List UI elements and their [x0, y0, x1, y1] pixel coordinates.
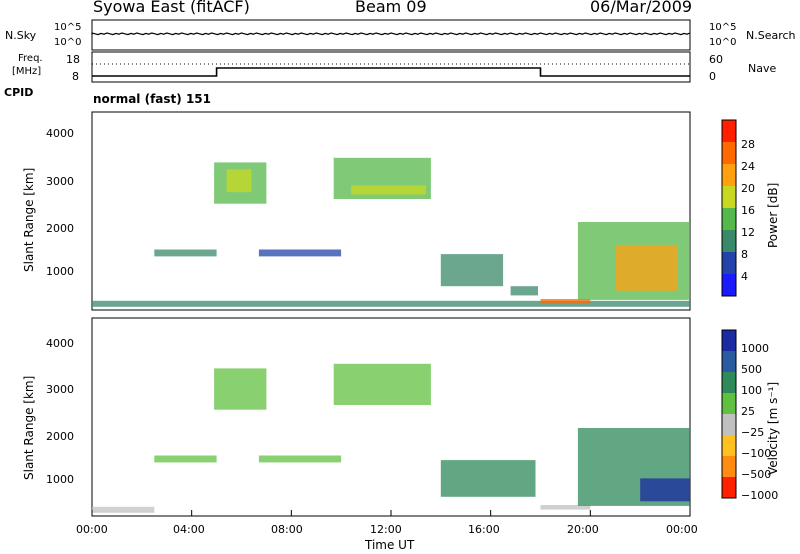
- power-cbar-tick-2: 20: [741, 182, 755, 195]
- velocity-cbar-tick-3: 25: [741, 405, 755, 418]
- power-data-region: [226, 169, 252, 193]
- velocity-colorbar-cell: [722, 435, 736, 456]
- velocity-ytick-3000: 3000: [46, 383, 74, 396]
- nsky-trace: [91, 32, 691, 36]
- velocity-colorbar-frame: [721, 329, 737, 499]
- velocity-data-region: [154, 455, 217, 463]
- power-colorbar-cell: [722, 274, 736, 296]
- power-colorbar-cell: [722, 120, 736, 142]
- nsky-panel-frame: [91, 19, 691, 51]
- nsearch-label: N.Search: [746, 29, 796, 42]
- power-colorbar-cell: [722, 186, 736, 208]
- nsearch-tick-bottom: 10^0: [709, 37, 737, 48]
- velocity-data-region: [540, 505, 591, 510]
- velocity-cbar-tick-7: −1000: [741, 489, 779, 502]
- date-title: 06/Mar/2009: [590, 0, 693, 16]
- velocity-colorbar-cell: [722, 372, 736, 393]
- velocity-data-region: [333, 363, 431, 405]
- station-title: Syowa East (fitACF): [93, 0, 250, 16]
- xtick-0: 00:00: [76, 523, 108, 536]
- freq-unit-label: [MHz]: [12, 66, 42, 77]
- power-ytick-2000: 2000: [46, 222, 74, 235]
- velocity-ytick-4000: 4000: [46, 337, 74, 350]
- velocity-colorbar-cell: [722, 477, 736, 498]
- velocity-data-region: [92, 506, 155, 513]
- velocity-data-region: [640, 478, 690, 502]
- velocity-cbar-tick-0: 1000: [741, 342, 769, 355]
- velocity-colorbar-cell: [722, 456, 736, 477]
- freq-trace: [92, 67, 690, 77]
- cpid-program: normal (fast) 151: [93, 92, 211, 106]
- nsearch-tick-top: 10^5: [709, 22, 737, 33]
- xtick-5: 20:00: [567, 523, 599, 536]
- freq-tick-top: 18: [66, 53, 80, 66]
- power-colorbar-cell: [722, 230, 736, 252]
- beam-title: Beam 09: [355, 0, 427, 16]
- xtick-4: 16:00: [468, 523, 500, 536]
- power-cbar-tick-5: 8: [741, 248, 748, 261]
- nsky-tick-top: 10^5: [54, 22, 82, 33]
- power-data-region: [154, 249, 217, 257]
- freq-label: Freq.: [18, 53, 43, 64]
- velocity-cbar-tick-2: 100: [741, 384, 762, 397]
- nave-tick-top: 60: [709, 53, 723, 66]
- nsky-tick-bottom: 10^0: [54, 37, 82, 48]
- power-ytick-4000: 4000: [46, 127, 74, 140]
- power-colorbar-cell: [722, 252, 736, 274]
- nave-label: Nave: [748, 62, 777, 75]
- power-data-region: [510, 286, 538, 296]
- freq-panel-frame: [91, 51, 691, 83]
- power-data-region: [351, 185, 426, 195]
- power-colorbar-cell: [722, 142, 736, 164]
- power-data-region: [540, 299, 591, 304]
- velocity-ytick-2000: 2000: [46, 430, 74, 443]
- xtick-6: 00:00: [666, 523, 698, 536]
- power-colorbar-cell: [722, 164, 736, 186]
- nave-tick-bottom: 0: [709, 70, 716, 83]
- power-ytick-1000: 1000: [46, 265, 74, 278]
- power-cbar-tick-0: 28: [741, 138, 755, 151]
- nsky-label: N.Sky: [5, 29, 37, 42]
- xtick-2: 08:00: [271, 523, 303, 536]
- power-data-region: [92, 300, 690, 307]
- power-colorbar-cell: [722, 208, 736, 230]
- power-cbar-tick-6: 4: [741, 270, 748, 283]
- power-colorbar-frame: [721, 119, 737, 297]
- velocity-colorbar-cell: [722, 414, 736, 435]
- xaxis-label: Time UT: [365, 538, 415, 552]
- power-ytick-3000: 3000: [46, 175, 74, 188]
- power-cbar-tick-3: 16: [741, 204, 755, 217]
- power-cbar-tick-4: 12: [741, 226, 755, 239]
- freq-tick-bottom: 8: [72, 70, 79, 83]
- velocity-cbar-tick-4: −25: [741, 426, 765, 439]
- power-cbar-tick-1: 24: [741, 160, 755, 173]
- velocity-colorbar-cell: [722, 393, 736, 414]
- velocity-ytick-1000: 1000: [46, 473, 74, 486]
- velocity-cbar-tick-6: −500: [741, 468, 772, 481]
- velocity-colorbar-cell: [722, 351, 736, 372]
- velocity-colorbar-cell: [722, 330, 736, 351]
- xtick-3: 12:00: [370, 523, 402, 536]
- velocity-data-region: [440, 460, 536, 497]
- power-data-region: [440, 254, 504, 287]
- velocity-data-region: [214, 368, 267, 410]
- velocity-cbar-tick-1: 500: [741, 363, 762, 376]
- cpid-label: CPID: [4, 86, 34, 99]
- xtick-1: 04:00: [173, 523, 205, 536]
- power-panel-frame: [91, 111, 691, 311]
- power-data-region: [615, 244, 678, 291]
- power-data-region: [258, 249, 342, 257]
- velocity-data-region: [258, 455, 342, 463]
- velocity-cbar-tick-5: −100: [741, 447, 772, 460]
